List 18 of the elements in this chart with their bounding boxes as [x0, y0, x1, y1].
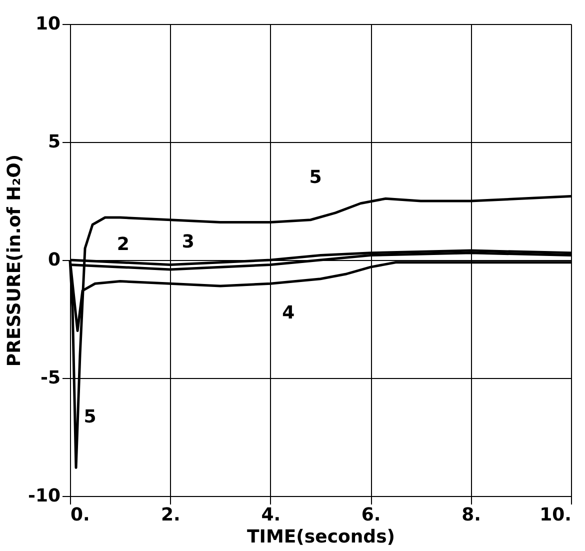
series-label: 2: [116, 234, 130, 256]
y-tick-label: 5: [48, 132, 60, 152]
x-tick-label: 4.: [261, 504, 281, 526]
x-tick-label: 10.: [540, 504, 572, 526]
y-axis-title: PRESSURE(in.of H₂O): [4, 154, 25, 367]
x-tick-label: 2.: [161, 504, 180, 526]
x-axis-title: TIME(seconds): [246, 526, 396, 548]
x-tick-label: 8.: [462, 504, 481, 526]
y-tick-label: -10: [28, 486, 60, 506]
text: 5: [309, 166, 322, 188]
series-label: 3: [182, 232, 194, 253]
x-tick-label: 0.: [70, 504, 90, 526]
y-tick-label: -5: [40, 368, 60, 388]
y-tick-label: 0: [48, 250, 60, 270]
series-label: 5: [84, 406, 96, 428]
y-tick-label: 10: [35, 14, 60, 34]
x-tick-label: 6.: [361, 504, 381, 526]
series-label: 4: [282, 302, 295, 324]
